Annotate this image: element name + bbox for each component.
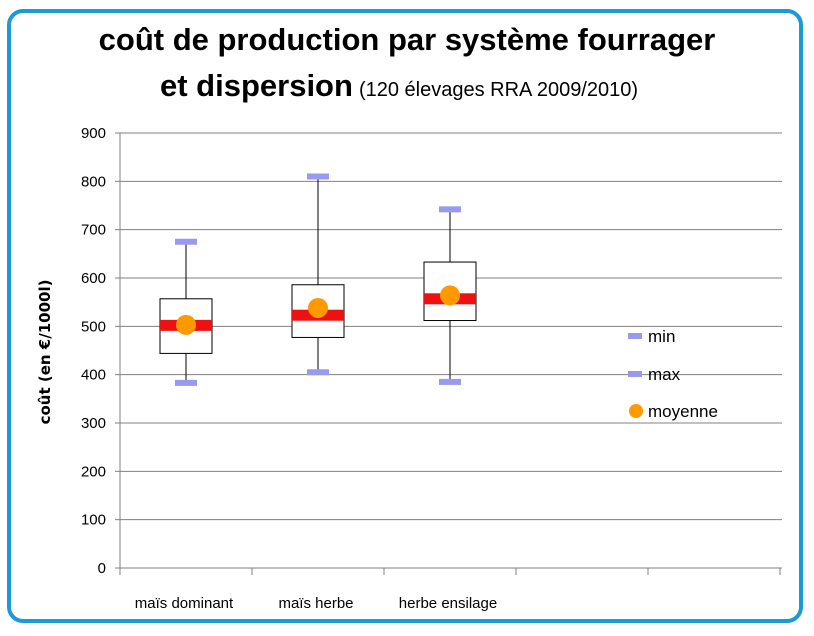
legend-label: moyenne <box>648 402 718 421</box>
max-cap <box>307 173 329 180</box>
y-tick-label: 100 <box>81 512 106 529</box>
y-axis-label: coût (en €/1000l) <box>36 280 54 425</box>
mean-marker <box>308 297 328 318</box>
chart-title-main: et dispersion <box>160 68 353 103</box>
legend-swatch <box>628 333 642 339</box>
max-cap <box>175 238 197 245</box>
box-group <box>423 206 477 385</box>
min-cap <box>175 379 197 386</box>
x-tick-label: maïs herbe <box>278 595 353 612</box>
legend-item-moyenne: moyenne <box>629 402 718 421</box>
legend-swatch <box>629 404 643 418</box>
chart-title: coût de production par système fourrager <box>98 22 716 57</box>
max-cap <box>439 206 461 213</box>
legend-label: min <box>648 327 675 346</box>
legend-item-min: min <box>628 327 675 346</box>
legend-swatch <box>628 371 642 377</box>
box-group <box>159 238 213 386</box>
y-tick-label: 500 <box>81 318 106 335</box>
x-tick-label: herbe ensilage <box>399 595 497 612</box>
y-tick-label: 400 <box>81 367 106 384</box>
y-tick-label: 800 <box>81 173 106 190</box>
mean-marker <box>176 314 196 335</box>
legend-item-max: max <box>628 365 681 384</box>
y-tick-label: 300 <box>81 415 106 432</box>
chart-title-line2: et dispersion (120 élevages RRA 2009/2010… <box>160 68 638 104</box>
y-tick-label: 700 <box>81 222 106 239</box>
legend-label: max <box>648 365 681 384</box>
y-tick-label: 0 <box>98 560 106 577</box>
chart-subtitle: (120 élevages RRA 2009/2010) <box>358 79 639 101</box>
mean-marker <box>440 285 460 306</box>
y-tick-label: 200 <box>81 463 106 480</box>
min-cap <box>439 378 461 385</box>
box-group <box>291 173 345 376</box>
y-tick-label: 600 <box>81 270 106 287</box>
x-tick-label: maïs dominant <box>135 595 234 612</box>
y-tick-label: 900 <box>81 125 106 142</box>
min-cap <box>307 369 329 376</box>
chart-frame <box>7 9 803 623</box>
